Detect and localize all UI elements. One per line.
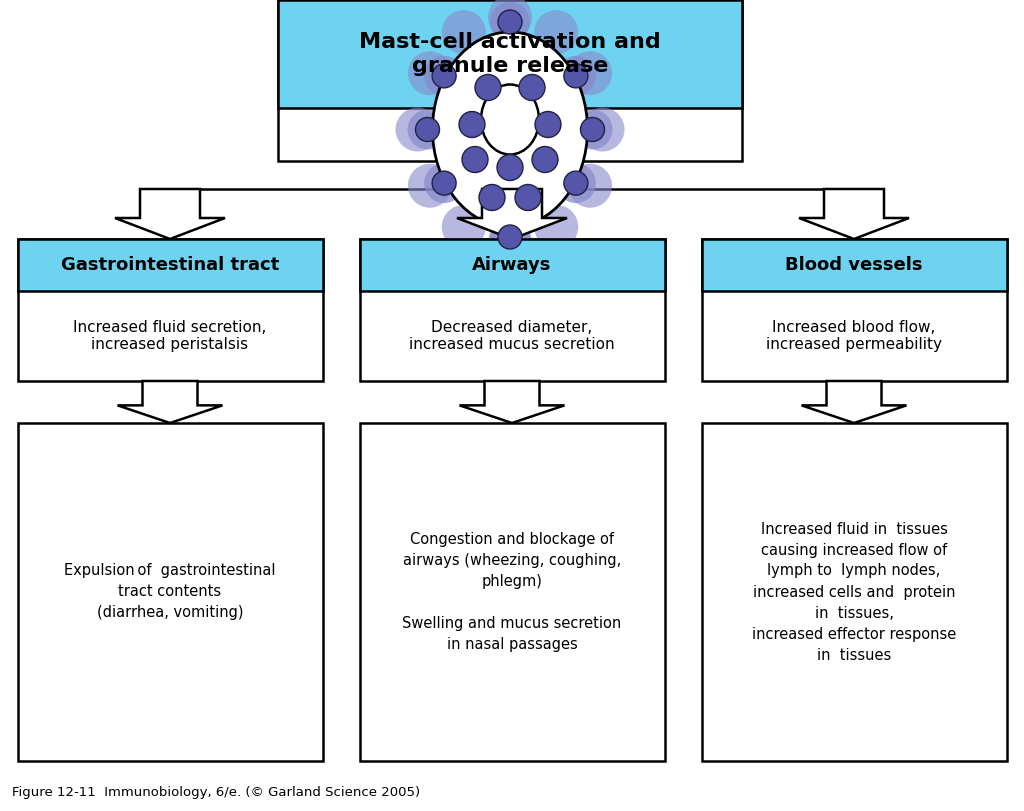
Circle shape (535, 10, 579, 54)
Circle shape (432, 171, 456, 195)
Bar (359, 423, 665, 761)
Bar (278, 0, 742, 161)
Polygon shape (460, 381, 564, 423)
Polygon shape (115, 189, 225, 239)
Text: Increased blood flow,
increased permeability: Increased blood flow, increased permeabi… (766, 320, 942, 352)
Polygon shape (799, 189, 909, 239)
Circle shape (497, 155, 523, 181)
Circle shape (535, 205, 579, 249)
Circle shape (490, 2, 530, 42)
Circle shape (581, 108, 625, 152)
Text: Gastrointestinal tract: Gastrointestinal tract (60, 256, 280, 274)
Circle shape (475, 75, 501, 101)
Circle shape (564, 171, 588, 195)
Circle shape (395, 108, 439, 152)
Circle shape (441, 10, 485, 54)
Circle shape (432, 64, 456, 88)
Circle shape (408, 109, 447, 149)
Circle shape (556, 163, 596, 203)
Polygon shape (118, 381, 222, 423)
Ellipse shape (481, 84, 539, 155)
Circle shape (441, 205, 485, 249)
Circle shape (424, 56, 464, 96)
Circle shape (459, 111, 485, 138)
Text: Expulsion of  gastrointestinal
tract contents
(diarrhea, vomiting): Expulsion of gastrointestinal tract cont… (65, 564, 275, 620)
Circle shape (488, 0, 532, 39)
Text: Blood vessels: Blood vessels (785, 256, 923, 274)
Bar (701, 239, 1007, 381)
Circle shape (462, 147, 488, 173)
Text: Increased fluid in  tissues
causing increased flow of
lymph to  lymph nodes,
inc: Increased fluid in tissues causing incre… (752, 521, 956, 663)
Circle shape (408, 51, 452, 95)
Circle shape (416, 118, 439, 141)
Circle shape (572, 109, 612, 149)
Circle shape (564, 64, 588, 88)
Bar (701, 423, 1007, 761)
Circle shape (408, 164, 452, 208)
Ellipse shape (432, 32, 588, 227)
Bar (17, 239, 323, 291)
Circle shape (498, 225, 522, 249)
Text: Figure 12-11  Immunobiology, 6/e. (© Garland Science 2005): Figure 12-11 Immunobiology, 6/e. (© Garl… (12, 786, 420, 799)
Bar (17, 239, 323, 381)
Circle shape (581, 118, 604, 141)
Circle shape (535, 111, 561, 138)
Text: Airways: Airways (472, 256, 552, 274)
Circle shape (498, 10, 522, 34)
Text: Congestion and blockage of
airways (wheezing, coughing,
phlegm)

Swelling and mu: Congestion and blockage of airways (whee… (402, 532, 622, 652)
Circle shape (519, 75, 545, 101)
Circle shape (556, 56, 596, 96)
Bar (701, 239, 1007, 291)
Circle shape (488, 220, 532, 264)
Circle shape (532, 147, 558, 173)
Circle shape (515, 184, 541, 211)
Text: Increased fluid secretion,
increased peristalsis: Increased fluid secretion, increased per… (74, 320, 266, 352)
Bar (359, 239, 665, 381)
Bar (278, 0, 742, 108)
Circle shape (490, 217, 530, 257)
Circle shape (568, 51, 612, 95)
Text: Decreased diameter,
increased mucus secretion: Decreased diameter, increased mucus secr… (410, 320, 614, 352)
Text: Mast-cell activation and
granule release: Mast-cell activation and granule release (359, 32, 660, 75)
Circle shape (424, 163, 464, 203)
Bar (17, 423, 323, 761)
Bar (359, 239, 665, 291)
Polygon shape (802, 381, 906, 423)
Circle shape (568, 164, 612, 208)
Circle shape (479, 184, 505, 211)
Polygon shape (457, 189, 567, 239)
